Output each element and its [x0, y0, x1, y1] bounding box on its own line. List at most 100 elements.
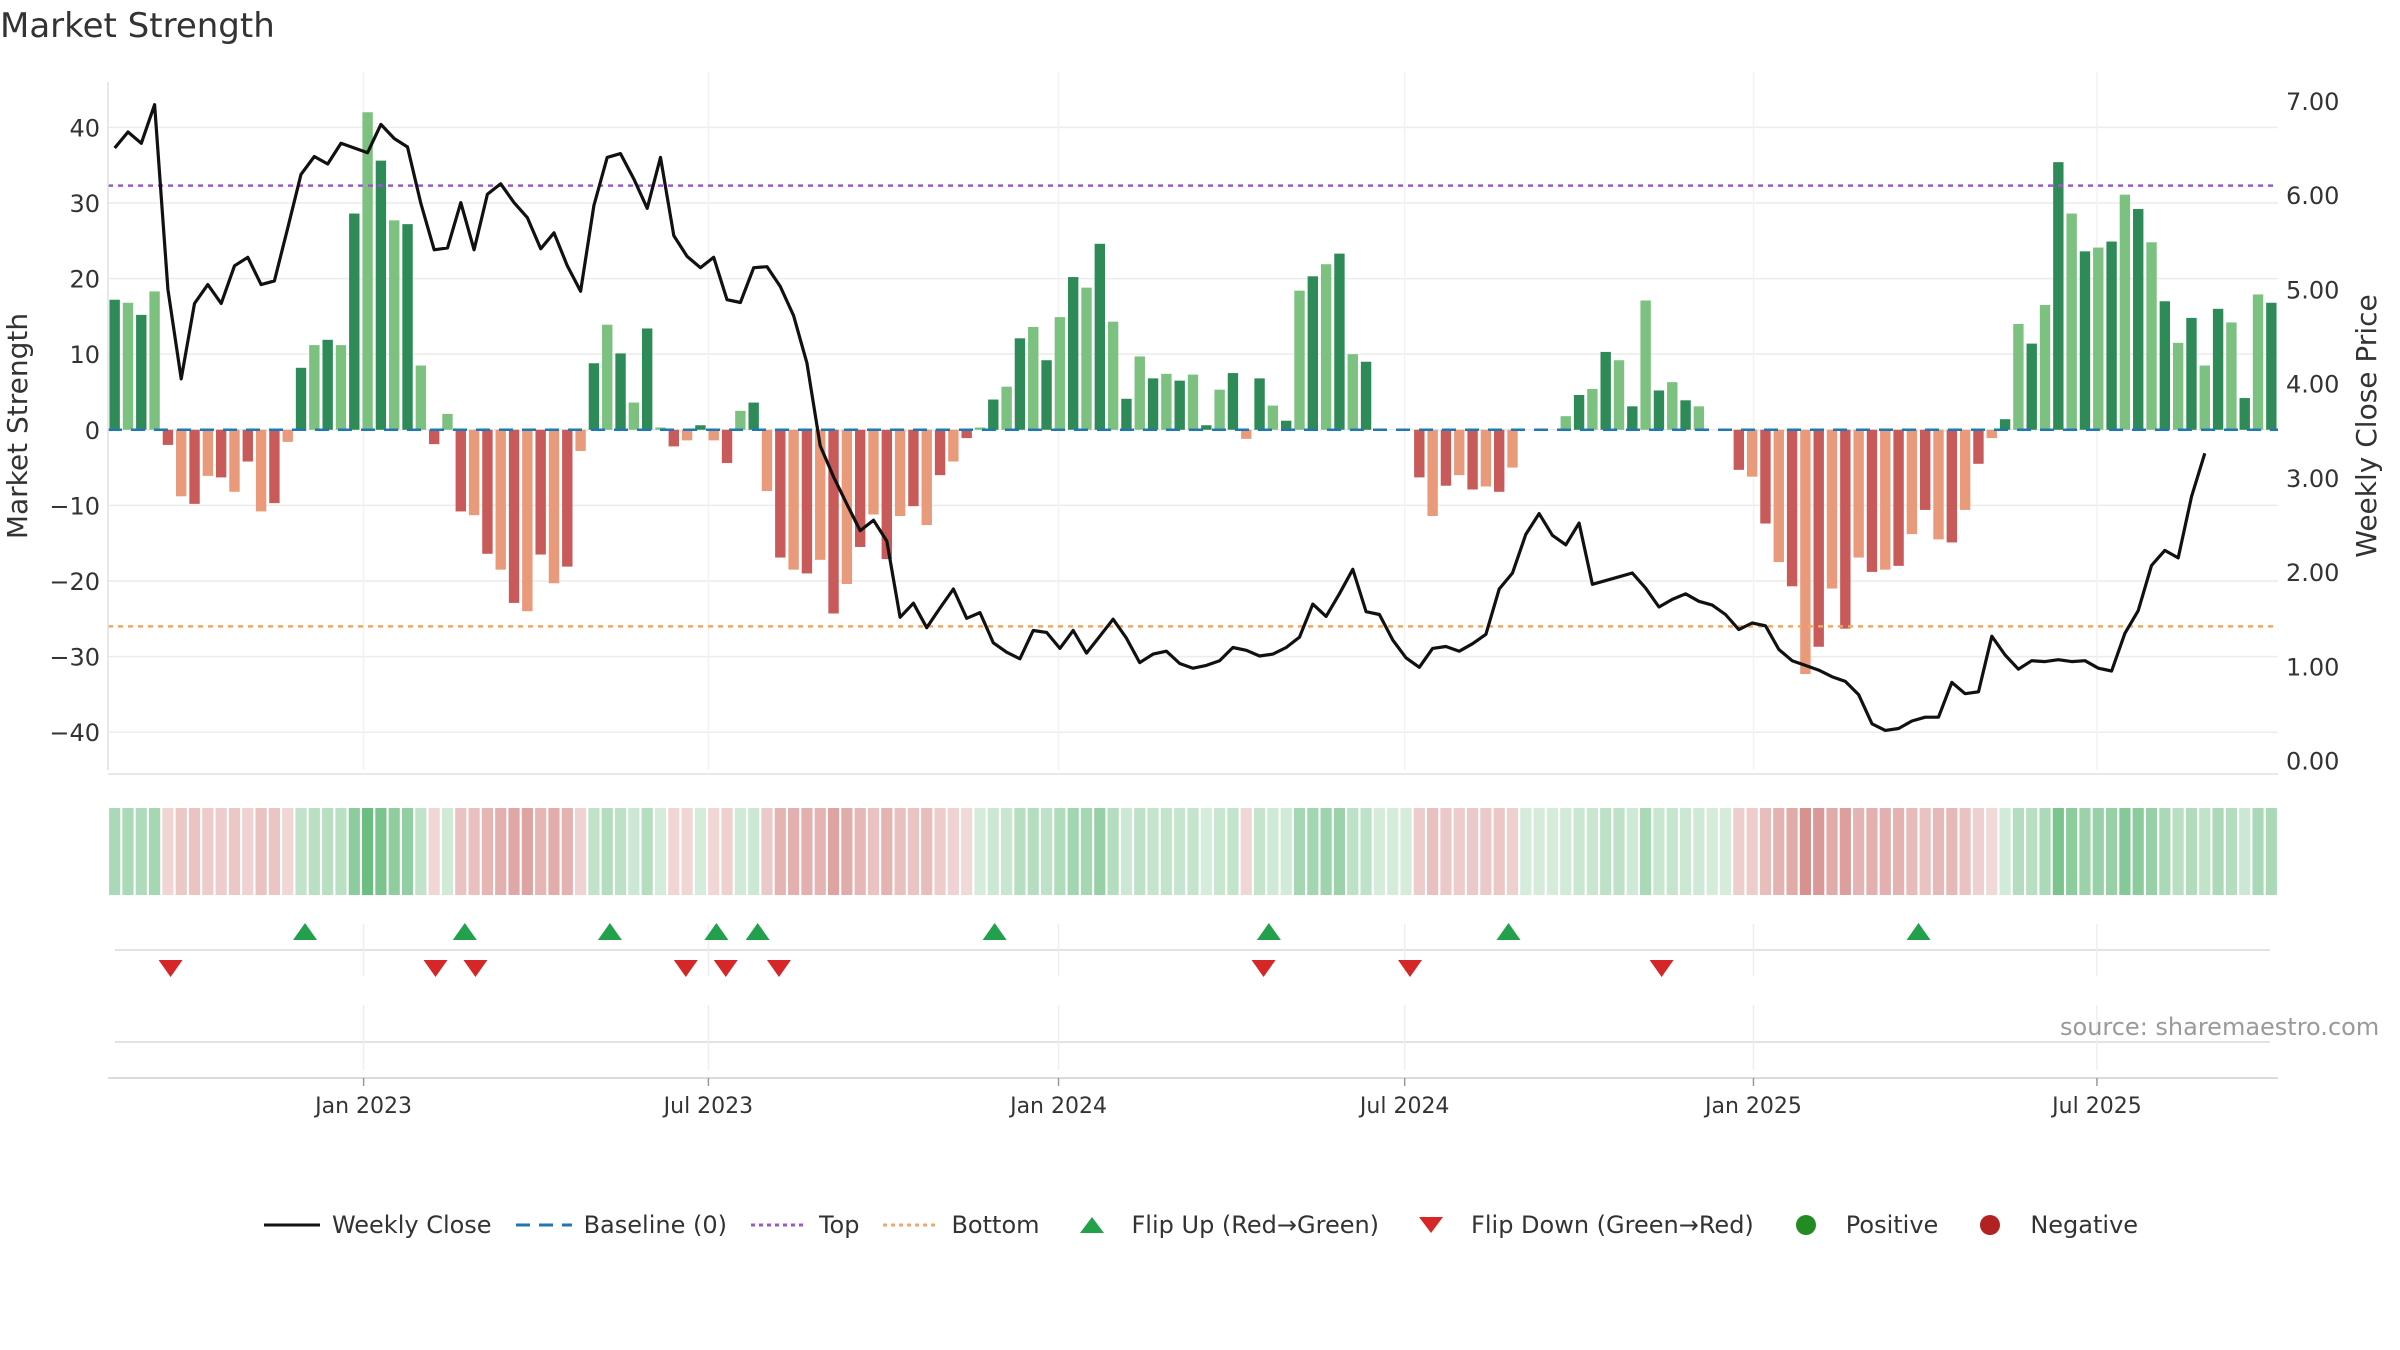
heat-cell [894, 808, 906, 895]
y-tick-label: 30 [69, 190, 100, 218]
heat-cell [1506, 808, 1519, 895]
heat-cell [1853, 808, 1865, 895]
heat-cell [987, 808, 999, 895]
heat-cell [1174, 808, 1186, 895]
heat-cell [854, 808, 866, 895]
heat-cell [1600, 808, 1612, 895]
strength-bar [948, 429, 959, 462]
heat-cell [388, 808, 400, 895]
strength-bar [548, 429, 560, 584]
heat-cell [228, 808, 241, 895]
heat-cell [921, 808, 933, 895]
strength-bar [1786, 429, 1798, 587]
heat-cell [1027, 808, 1039, 895]
heat-cell [362, 808, 374, 895]
flip-down-marker [463, 960, 488, 977]
strength-bar [2039, 305, 2051, 430]
y-tick-label: −30 [49, 644, 100, 672]
strength-bar [562, 429, 573, 567]
strength-bar [468, 429, 480, 516]
heat-cell [1946, 808, 1958, 895]
heat-cell [814, 808, 826, 895]
heat-cell [1892, 808, 1905, 895]
legend-item: Weekly Close [262, 1211, 492, 1239]
heat-cell [1986, 808, 1998, 895]
heat-cell [122, 808, 134, 895]
y2-tick-label: 2.00 [2286, 559, 2339, 587]
heat-cell [2066, 808, 2078, 895]
heat-cell [841, 808, 853, 895]
strength-bar [255, 429, 267, 512]
heat-cell [1107, 808, 1119, 895]
strength-bar [2199, 365, 2210, 430]
heat-cell [827, 808, 840, 895]
legend-symbol-icon [881, 1213, 941, 1237]
axes: 40 30 20 10 0 −10 −20 −30 −40 7.00 6.00 5.00 4.00 3.0… [1, 82, 2383, 1119]
strength-bar [1627, 406, 1638, 430]
y2-tick-label: 3.00 [2286, 465, 2339, 493]
weekly-close-line [113, 103, 2207, 732]
flip-up-marker [745, 923, 770, 940]
flip-up-marker [597, 923, 622, 940]
strength-bar [322, 339, 333, 430]
strength-bar [828, 429, 839, 614]
strength-bar [2053, 162, 2064, 430]
heat-cell [2012, 808, 2024, 895]
flip-up-marker [982, 923, 1007, 940]
legend-symbol-icon [1960, 1213, 2020, 1237]
strength-bar [1600, 351, 1611, 430]
strength-bar [162, 429, 174, 445]
strength-bar [1121, 398, 1132, 430]
heat-cell [1999, 808, 2011, 895]
heat-cell [2026, 808, 2038, 895]
strength-bar [189, 429, 200, 504]
chart-legend: Weekly Close Baseline (0) Top Bottom Flip Up… [0, 1205, 2400, 1245]
heat-cell [2145, 808, 2158, 895]
strength-bar [1853, 429, 1864, 558]
strength-bar [1560, 416, 1571, 430]
strength-bar [974, 427, 986, 430]
x-tick-label: Jul 2023 [662, 1094, 754, 1119]
strength-bar [2186, 317, 2197, 430]
heat-cell [1453, 808, 1465, 895]
strength-bar [535, 429, 546, 555]
strength-bar [921, 429, 932, 526]
flip-up-marker [293, 923, 318, 940]
strength-bar [495, 429, 506, 570]
strength-bar [988, 399, 999, 430]
strength-bar [615, 353, 626, 430]
strength-bar [1347, 354, 1358, 430]
flip-down-marker [1398, 960, 1422, 977]
heat-cell [202, 808, 214, 895]
strength-bar [721, 429, 733, 464]
x-tick-label: Jan 2023 [313, 1094, 412, 1119]
strength-bar [1214, 389, 1225, 430]
strength-bar [522, 429, 533, 612]
heat-cell [1839, 808, 1851, 895]
heat-cell [1080, 808, 1093, 895]
strength-bar [1507, 429, 1518, 468]
x-tick-label: Jan 2025 [1703, 1094, 1802, 1119]
heat-cell [1147, 808, 1159, 895]
y-tick-label: 0 [85, 417, 100, 445]
strength-bar [1067, 277, 1079, 430]
strength-bar [1653, 390, 1665, 430]
legend-item: Bottom [881, 1211, 1040, 1239]
strength-bar [1494, 429, 1505, 492]
heat-cell [415, 808, 427, 895]
strength-bar [1147, 378, 1159, 430]
strength-bar [1640, 300, 1651, 430]
heat-cell [1866, 808, 1878, 895]
strength-bar [375, 160, 387, 430]
y-tick-label: 10 [69, 341, 100, 369]
strength-bar [961, 429, 972, 439]
heat-cell [468, 808, 480, 895]
y2-tick-label: 6.00 [2286, 182, 2339, 210]
heat-cell [1187, 808, 1199, 895]
heat-cell [1333, 808, 1346, 895]
heat-cell [881, 808, 893, 895]
heat-cell [188, 808, 201, 895]
flip-down-marker [673, 960, 698, 977]
strength-bar [1294, 290, 1305, 430]
legend-label: Flip Up (Red→Green) [1131, 1211, 1380, 1239]
